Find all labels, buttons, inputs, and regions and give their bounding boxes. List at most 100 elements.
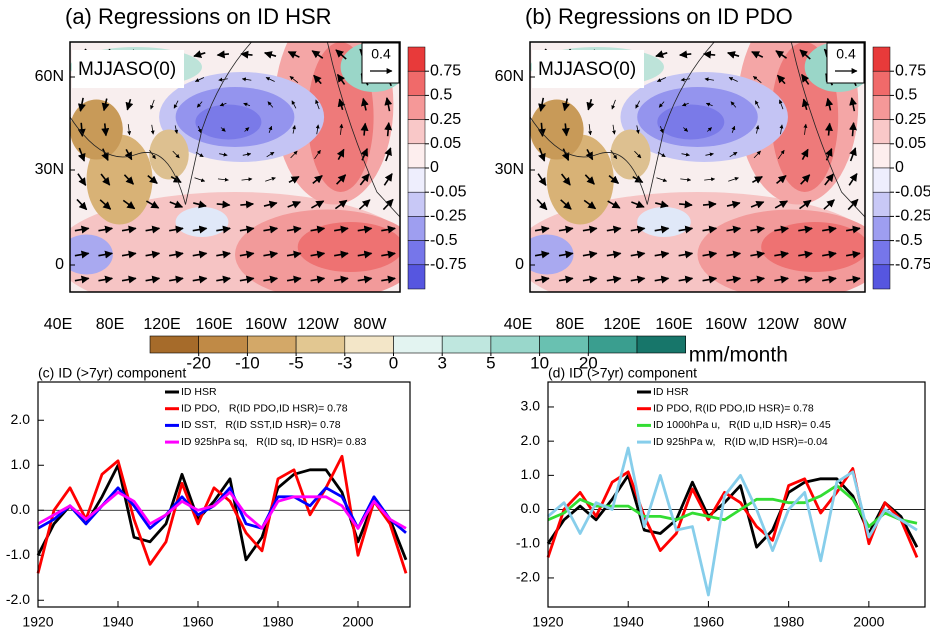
colorbar-box [636, 335, 687, 354]
wind-vector [800, 174, 811, 185]
wind-vector [335, 49, 347, 60]
x-tick-label: 2000 [342, 614, 373, 630]
wind-vector [728, 177, 739, 182]
wind-vector [145, 225, 161, 234]
colorbar-tick-label: -0.5 [430, 232, 458, 249]
wind-vector [774, 250, 789, 259]
colorbar-tick-label: -0.5 [895, 232, 923, 249]
wind-vector [702, 200, 717, 209]
map-frame [69, 41, 401, 293]
wind-vector [194, 77, 205, 82]
wind-vector [98, 250, 114, 259]
wind-vector [357, 275, 373, 284]
wind-vector [239, 225, 255, 234]
colorbar-tick-label: -0.75 [430, 256, 467, 273]
wind-vector [289, 76, 299, 83]
lon-label: 120W [297, 316, 340, 333]
lat-label: 60N [495, 68, 524, 85]
wind-vector [582, 275, 598, 284]
map-shading [761, 222, 865, 272]
wind-vector [242, 152, 252, 157]
colorbar-box [490, 335, 540, 354]
legend-label: ID 925hPa sq, R(ID sq, ID HSR)= 0.83 [181, 436, 366, 448]
wind-vector [584, 174, 595, 185]
lon-label: 40E [44, 316, 72, 333]
wind-vector [240, 50, 253, 59]
wind-vector [358, 199, 371, 210]
wind-vector [76, 198, 88, 211]
wind-vector [196, 101, 203, 108]
wind-vector [334, 250, 349, 259]
plot-frame [547, 381, 926, 608]
series-line [37, 490, 407, 530]
wind-vector [611, 99, 616, 110]
map-shading [637, 207, 691, 237]
wind-vector [383, 172, 393, 186]
wind-vector [705, 152, 714, 157]
wind-vector [101, 98, 110, 112]
colorbar-tick-label: -3 [337, 353, 352, 372]
wind-vector [219, 152, 228, 157]
wind-vector [845, 225, 861, 234]
colorbar-box [198, 335, 248, 354]
colorbar-tick-label: 10 [530, 353, 549, 372]
wind-vector [337, 98, 346, 111]
wind-vector [336, 174, 347, 185]
wind-vector [241, 177, 253, 182]
wind-vector [678, 225, 694, 234]
wind-vector [635, 100, 641, 109]
wind-vector [849, 122, 857, 137]
wind-vector [798, 275, 813, 284]
wind-vector [239, 250, 255, 259]
wind-vector [849, 97, 858, 112]
wind-vector [381, 275, 396, 284]
wind-vector [658, 101, 665, 108]
wind-vector [381, 250, 396, 259]
x-tick-label: 1940 [102, 614, 133, 630]
wind-vector [777, 149, 785, 160]
wind-vector [731, 125, 736, 133]
wind-vector [678, 275, 694, 284]
wind-vector [679, 50, 692, 59]
colorbar-box [539, 335, 589, 354]
map-shading [195, 104, 262, 140]
wind-vector [680, 77, 691, 82]
wind-vector [825, 97, 834, 111]
map-shading [175, 207, 229, 237]
wind-vector [263, 275, 279, 284]
wind-vector [702, 50, 716, 59]
lon-label: 120W [757, 316, 800, 333]
wind-vector [776, 175, 787, 184]
wind-vector [538, 147, 546, 162]
colorbar-tick-label: -0.05 [895, 183, 930, 200]
legend-label: ID HSR [653, 386, 689, 398]
colorbar-box [872, 167, 891, 193]
wind-vector [582, 250, 598, 259]
colorbar-box [407, 143, 426, 169]
wind-vector [150, 99, 155, 110]
wind-vector [263, 51, 277, 59]
wind-vector [124, 149, 133, 161]
y-tick-label: 2.0 [521, 432, 541, 448]
coastline [790, 42, 865, 218]
legend-label: ID 1000hPa u, R(ID u,ID HSR)= 0.45 [653, 419, 831, 431]
vector-ref-label: 0.4 [836, 46, 856, 62]
wind-vector [706, 127, 712, 132]
wind-vector [290, 150, 298, 159]
wind-vector [334, 199, 348, 210]
wind-vector [174, 125, 179, 134]
wind-vector [243, 102, 251, 107]
wind-vector [288, 175, 300, 184]
legend-label: ID PDO, R(ID PDO,ID HSR)= 0.78 [653, 402, 814, 414]
colorbar-tick-label: 5 [486, 353, 495, 372]
coastline [530, 42, 715, 205]
wind-vector [334, 225, 349, 234]
colorbar-box [407, 240, 426, 266]
colorbar-box [407, 167, 426, 193]
wind-vector [702, 250, 718, 259]
colorbar-box [344, 335, 394, 354]
wind-vector [824, 173, 835, 186]
colorbar-box [872, 240, 891, 266]
